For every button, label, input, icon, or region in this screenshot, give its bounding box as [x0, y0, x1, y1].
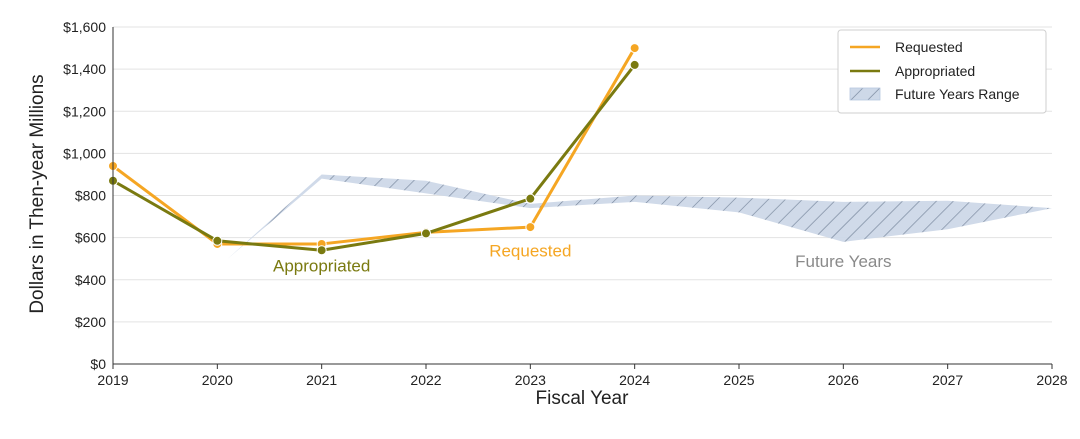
x-tick-label: 2028: [1036, 372, 1067, 388]
x-tick-label: 2023: [515, 372, 546, 388]
x-tick-label: 2019: [97, 372, 128, 388]
legend-appropriated-label: Appropriated: [895, 63, 975, 79]
x-tick-label: 2021: [306, 372, 337, 388]
legend-range-label: Future Years Range: [895, 86, 1020, 102]
annotations: Appropriated Requested Future Years: [273, 242, 892, 276]
y-tick-label: $800: [75, 188, 106, 204]
y-tick-label: $0: [90, 356, 106, 372]
future-years-annotation: Future Years: [795, 252, 891, 271]
gridlines: [113, 26, 1052, 323]
legend: Requested Appropriated Future Years Rang…: [837, 29, 1047, 114]
appropriated-line: [111, 63, 637, 252]
y-tick-label: $1,600: [63, 19, 106, 35]
y-tick-label: $1,400: [63, 61, 106, 77]
y-tick-label: $1,000: [63, 145, 106, 161]
appropriated-point: [212, 235, 223, 246]
x-tick-label: 2024: [619, 372, 650, 388]
y-tick-label: $600: [75, 230, 106, 246]
requested-line: [111, 46, 637, 246]
legend-frame: [837, 29, 1047, 114]
y-axis-title: Dollars in Then-year Millions: [27, 74, 48, 313]
requested-point: [525, 222, 536, 233]
x-tick-label: 2025: [723, 372, 754, 388]
requested-annotation: Requested: [489, 242, 571, 261]
legend-requested-label: Requested: [895, 39, 963, 55]
future-range-area: [227, 174, 1052, 259]
appropriated-annotation: Appropriated: [273, 256, 370, 275]
appropriated-point: [629, 59, 640, 70]
requested-point: [629, 43, 640, 54]
x-axis-title: Fiscal Year: [536, 388, 630, 409]
y-tick-label: $1,200: [63, 103, 106, 119]
series-lines: [108, 43, 640, 256]
appropriated-point: [421, 228, 431, 239]
x-tick-label: 2022: [410, 372, 441, 388]
x-tick-label: 2027: [932, 372, 963, 388]
y-tick-label: $200: [75, 314, 106, 330]
appropriated-point: [525, 193, 536, 204]
x-tick-label: 2026: [828, 372, 859, 388]
y-tick-label: $400: [75, 272, 106, 288]
appropriated-point: [316, 245, 327, 256]
legend-range-swatch: [849, 87, 881, 101]
axes: $0 $200 $400 $600 $800 $1,000 $1,200 $1,400 $1,6…: [63, 19, 1068, 388]
x-tick-label: 2020: [202, 372, 233, 388]
future-years-range-band: [227, 174, 1052, 259]
